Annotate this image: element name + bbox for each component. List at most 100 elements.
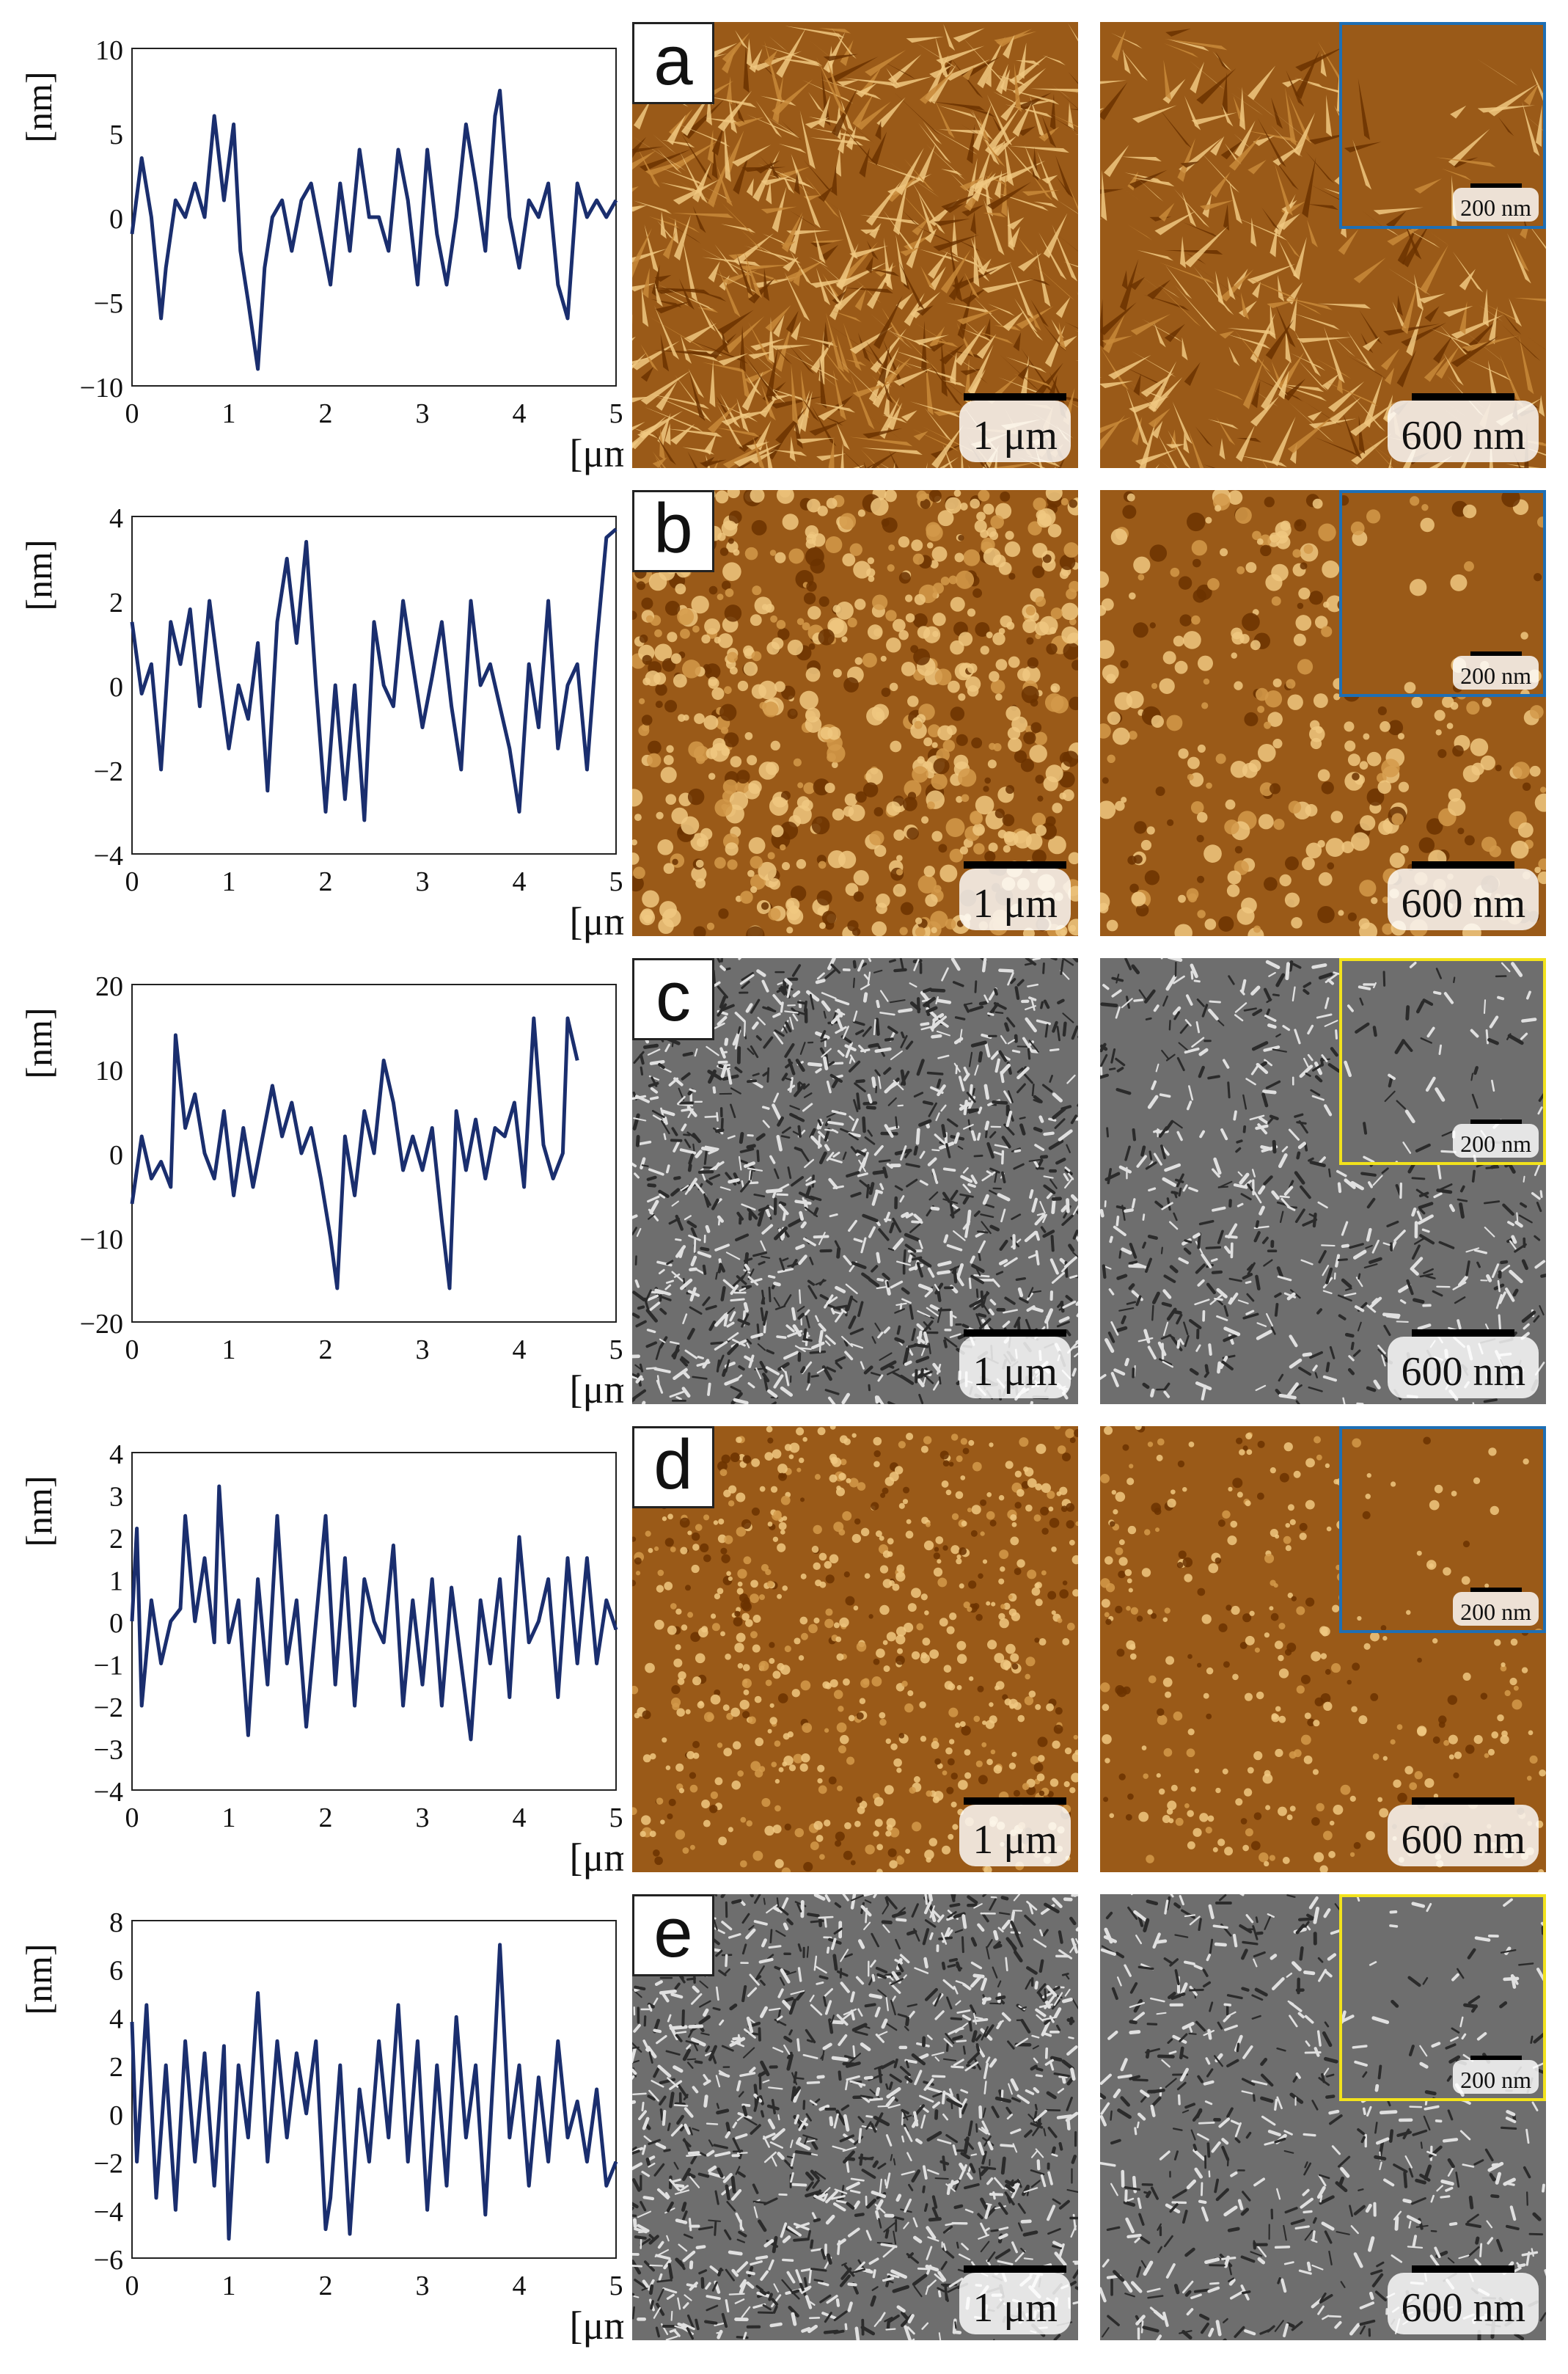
magnified-inset: 200 nm	[1339, 22, 1546, 229]
y-tick-label: 2	[109, 588, 123, 618]
x-tick-label: 5	[609, 1803, 623, 1833]
panel-label: c	[632, 958, 714, 1040]
scale-bar: 1 μm	[959, 1329, 1071, 1398]
x-tick-label: 0	[125, 398, 139, 429]
micrograph-zoom-e: 200 nm 600 nm	[1100, 1894, 1546, 2340]
plot-frame	[131, 984, 617, 1323]
x-tick-label: 5	[609, 1334, 623, 1365]
scale-bar-label: 600 nm	[1401, 413, 1525, 459]
x-axis-label: [μm]	[570, 431, 623, 475]
x-tick-label: 5	[609, 866, 623, 897]
y-tick-label: 2	[109, 1524, 123, 1555]
micrograph-e: e 1 μm	[632, 1894, 1078, 2340]
figure-row-b: −4 −2 0 2 4 0 1 2 3 4 5 [nm] [μm] b 1 μm 200 nm 600 nm	[0, 490, 1568, 945]
micrograph-c: c 1 μm	[632, 958, 1078, 1404]
scale-bar-label: 600 nm	[1401, 1349, 1525, 1395]
x-axis-label: [μm]	[570, 1836, 623, 1880]
y-tick-label: −6	[94, 2245, 123, 2276]
inset-scale-bar: 200 nm	[1453, 1588, 1539, 1626]
inset-scale-label: 200 nm	[1460, 2067, 1531, 2093]
inset-scale-label: 200 nm	[1460, 662, 1531, 689]
scale-bar: 600 nm	[1388, 2265, 1539, 2334]
scale-bar-label: 1 μm	[972, 1817, 1058, 1863]
scale-bar: 1 μm	[959, 861, 1071, 930]
x-tick-label: 0	[125, 2271, 139, 2301]
inset-scale-bar-line	[1470, 1120, 1522, 1124]
y-tick-label: −4	[94, 1777, 123, 1808]
x-tick-label: 4	[513, 398, 527, 429]
figure-row-a: −10 −5 0 5 10 0 1 2 3 4 5 [nm] [μm] a 1 μm 200 nm 600 nm	[0, 22, 1568, 477]
x-tick-label: 1	[222, 866, 236, 897]
x-axis-label: [μm]	[570, 2304, 623, 2348]
scale-bar-line	[1412, 1797, 1515, 1805]
inset-scale-bar: 200 nm	[1453, 1120, 1539, 1158]
y-tick-label: 20	[95, 971, 123, 1002]
plot-frame	[131, 516, 617, 855]
y-tick-label: 0	[109, 672, 123, 703]
y-tick-label: −2	[94, 2149, 123, 2180]
scale-bar: 600 nm	[1388, 1329, 1539, 1398]
inset-scale-bar-line	[1470, 183, 1522, 188]
x-axis-label: [μm]	[570, 1367, 623, 1411]
inset-scale-bar-line	[1470, 651, 1522, 656]
panel-label: e	[632, 1894, 714, 1976]
magnified-inset: 200 nm	[1339, 1894, 1546, 2101]
y-tick-label: −3	[94, 1735, 123, 1766]
scale-bar: 1 μm	[959, 393, 1071, 462]
x-tick-label: 1	[222, 1334, 236, 1365]
y-axis-label: [nm]	[18, 1943, 59, 2015]
x-tick-label: 1	[222, 2271, 236, 2301]
y-tick-label: −10	[80, 1224, 123, 1255]
y-tick-label: −10	[80, 373, 123, 403]
y-axis-label: [nm]	[18, 1475, 59, 1546]
x-tick-label: 5	[609, 2271, 623, 2301]
y-tick-label: 3	[109, 1482, 123, 1513]
scale-bar-line	[1412, 393, 1515, 401]
y-axis-label: [nm]	[18, 539, 59, 610]
y-tick-label: 4	[109, 1439, 123, 1470]
scale-bar: 600 nm	[1388, 861, 1539, 930]
y-tick-label: −4	[94, 841, 123, 872]
x-tick-label: 2	[319, 398, 333, 429]
scale-bar-line	[964, 1797, 1067, 1805]
profile-line	[130, 89, 618, 371]
scale-bar-line	[1412, 2265, 1515, 2273]
scale-bar: 600 nm	[1388, 1797, 1539, 1866]
figure-row-d: −4 −3 −2 −1 0 1 2 3 4 0 1 2 3 4 5 [nm] [μm] d 1 μm 200 nm 60…	[0, 1426, 1568, 1881]
y-tick-label: 4	[109, 503, 123, 534]
micrograph-a: a 1 μm	[632, 22, 1078, 468]
y-tick-label: −20	[80, 1309, 123, 1340]
x-tick-label: 3	[416, 1334, 430, 1365]
height-profile-chart-b: −4 −2 0 2 4 0 1 2 3 4 5 [nm] [μm]	[18, 503, 623, 943]
scale-bar-label: 1 μm	[972, 413, 1058, 459]
micrograph-zoom-c: 200 nm 600 nm	[1100, 958, 1546, 1404]
inset-scale-label: 200 nm	[1460, 1131, 1531, 1157]
scale-bar: 1 μm	[959, 2265, 1071, 2334]
height-profile-chart-c: −20 −10 0 10 20 0 1 2 3 4 5 [nm] [μm]	[18, 971, 623, 1411]
x-tick-label: 2	[319, 1803, 333, 1833]
plot-frame	[131, 1920, 617, 2259]
x-tick-label: 4	[513, 1803, 527, 1833]
x-tick-label: 3	[416, 2271, 430, 2301]
x-tick-label: 0	[125, 1334, 139, 1365]
panel-label: b	[632, 490, 714, 572]
micrograph-zoom-b: 200 nm 600 nm	[1100, 490, 1546, 936]
profile-line	[130, 1484, 618, 1742]
y-tick-label: 6	[109, 1956, 123, 1987]
y-tick-label: −4	[94, 2196, 123, 2227]
profile-line	[130, 1943, 618, 2241]
inset-scale-label: 200 nm	[1460, 194, 1531, 221]
y-tick-label: −2	[94, 1692, 123, 1723]
y-axis-label: [nm]	[18, 1007, 59, 1078]
x-tick-label: 4	[513, 866, 527, 897]
plot-frame	[131, 48, 617, 387]
scale-bar-line	[964, 1329, 1067, 1337]
scale-bar: 600 nm	[1388, 393, 1539, 462]
scale-bar: 1 μm	[959, 1797, 1071, 1866]
scale-bar-label: 600 nm	[1401, 1817, 1525, 1863]
x-tick-label: 5	[609, 398, 623, 429]
x-tick-label: 0	[125, 1803, 139, 1833]
inset-scale-bar: 200 nm	[1453, 651, 1539, 690]
x-tick-label: 3	[416, 398, 430, 429]
y-tick-label: 2	[109, 2052, 123, 2083]
